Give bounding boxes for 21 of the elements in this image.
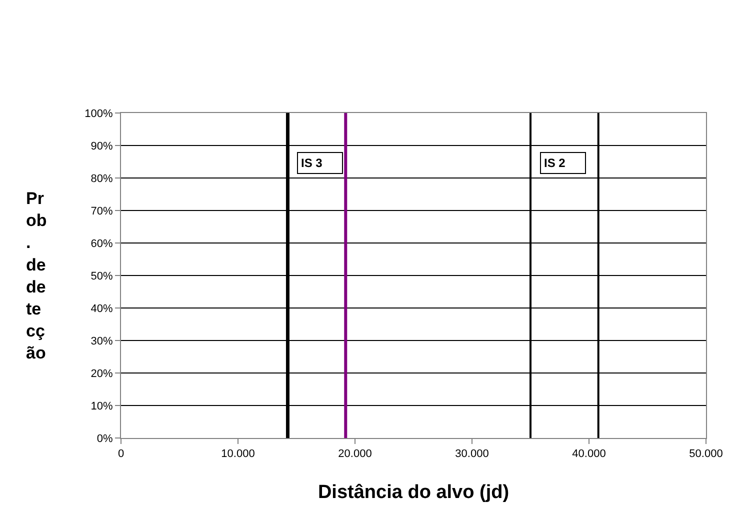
y-tick-label: 0%	[96, 432, 114, 445]
y-tick-label: 100%	[84, 108, 114, 120]
y-tick-label: 70%	[90, 205, 114, 218]
x-tick-label: 30.000	[455, 448, 489, 460]
x-tick-label: 0	[118, 448, 124, 460]
y-tick-label: 80%	[90, 172, 114, 185]
y-tick-label: 60%	[90, 238, 114, 250]
y-tick-label: 20%	[90, 368, 114, 380]
x-tick-label: 20.000	[338, 448, 372, 460]
y-tick-label: 90%	[90, 140, 114, 152]
annotation: IS 3	[301, 156, 323, 170]
y-tick-label: 50%	[90, 270, 114, 282]
y-axis-title: Prob. de detecção	[26, 189, 47, 363]
y-tick-label: 10%	[90, 400, 114, 412]
y-tick-label: 30%	[90, 335, 114, 348]
x-axis-title: Distância do alvo (jd)	[318, 482, 510, 503]
x-tick-label: 50.000	[689, 448, 723, 460]
y-tick-label: 40%	[90, 302, 114, 315]
x-tick-label: 10.000	[221, 448, 255, 460]
annotation: IS 2	[544, 156, 566, 170]
x-tick-label: 40.000	[572, 448, 606, 460]
